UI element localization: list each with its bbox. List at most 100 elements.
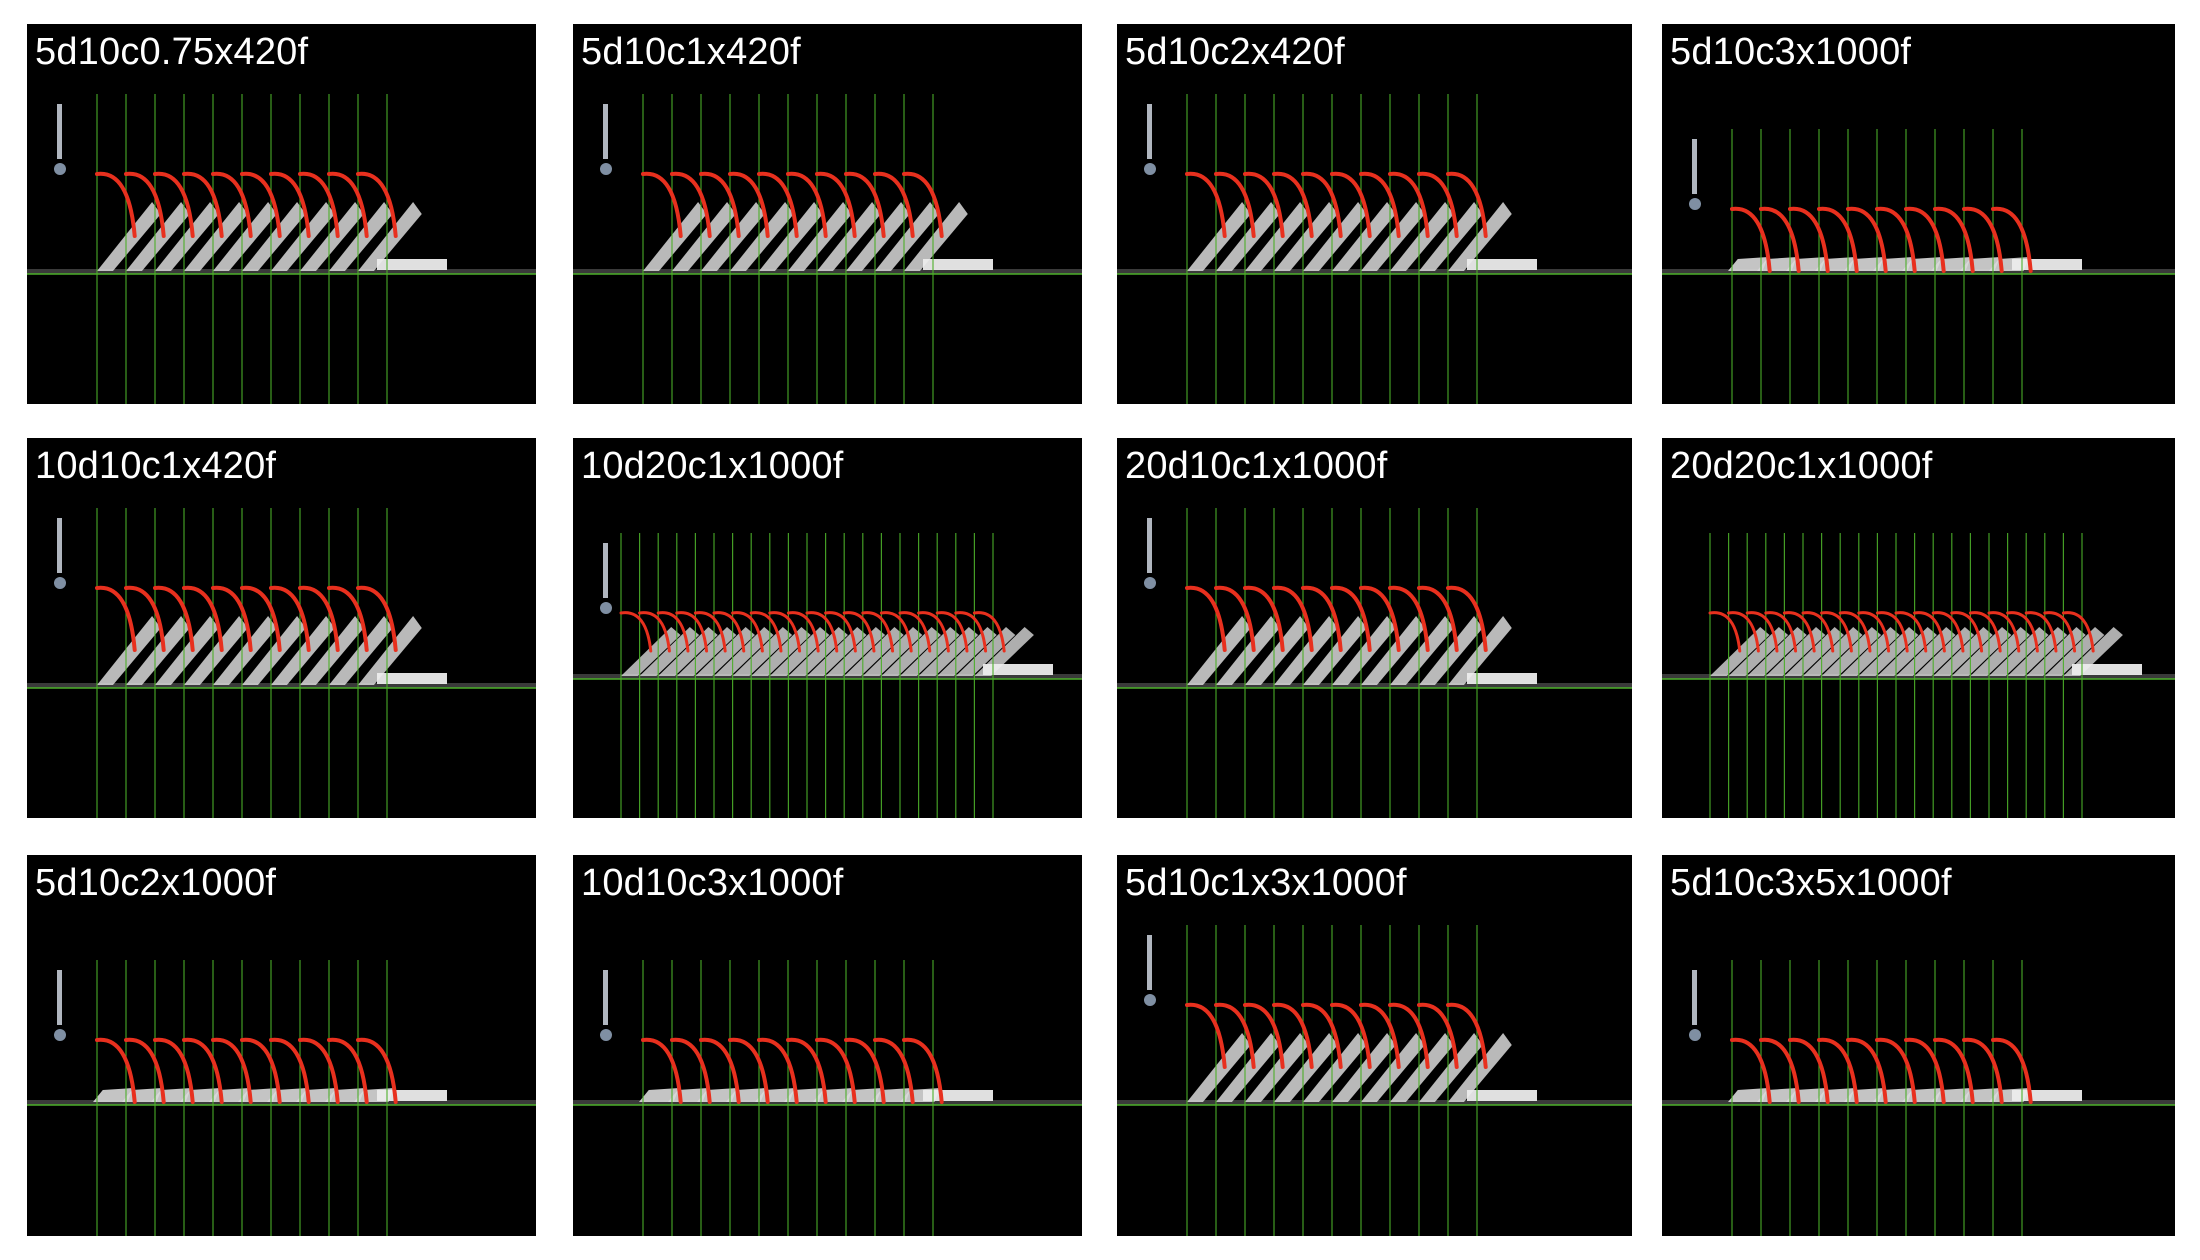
domino bbox=[1303, 1033, 1367, 1102]
frame-image bbox=[1662, 960, 2175, 1236]
trajectory-arc bbox=[1730, 1037, 1772, 1104]
trajectory-arc bbox=[670, 171, 712, 238]
domino bbox=[1419, 202, 1483, 271]
trajectory-arc bbox=[327, 171, 369, 238]
domino bbox=[184, 202, 248, 271]
trajectory-arc bbox=[1301, 585, 1343, 652]
domino bbox=[1216, 616, 1280, 685]
domino bbox=[672, 202, 736, 271]
panel-label: 10d20c1x1000f bbox=[581, 445, 844, 487]
trajectory-arc bbox=[1962, 206, 2004, 273]
panel-label: 20d20c1x1000f bbox=[1670, 445, 1933, 487]
trajectory-arc bbox=[1272, 171, 1314, 238]
domino bbox=[358, 202, 422, 271]
domino bbox=[271, 202, 335, 271]
domino bbox=[155, 616, 219, 685]
domino bbox=[329, 202, 393, 271]
frame-panel: 5d10c2x420f bbox=[1117, 24, 1632, 404]
domino bbox=[97, 616, 161, 685]
trajectory-arc bbox=[873, 1037, 915, 1104]
release-stick bbox=[1692, 970, 1697, 1025]
trajectory-arc bbox=[728, 171, 770, 238]
trajectory-arc bbox=[1894, 611, 1928, 653]
trajectory-arc bbox=[1214, 585, 1256, 652]
release-tip bbox=[1144, 994, 1156, 1006]
frame-image bbox=[1662, 533, 2175, 818]
release-stick bbox=[603, 543, 608, 598]
trajectory-arc bbox=[757, 1037, 799, 1104]
trajectory-arc bbox=[844, 171, 886, 238]
panel-label: 5d10c3x1000f bbox=[1670, 31, 1912, 73]
domino bbox=[329, 616, 393, 685]
trajectory-arc bbox=[656, 611, 690, 653]
trajectory-arc bbox=[2024, 611, 2058, 653]
fallen-domino bbox=[377, 259, 447, 270]
fallen-domino bbox=[1467, 1090, 1537, 1101]
trajectory-arc bbox=[269, 585, 311, 652]
domino bbox=[242, 616, 306, 685]
trajectory-arc bbox=[95, 585, 137, 652]
trajectory-arc bbox=[1359, 1002, 1401, 1069]
domino bbox=[271, 616, 335, 685]
trajectory-arc bbox=[844, 1037, 886, 1104]
trajectory-arc bbox=[1446, 1002, 1488, 1069]
trajectory-arc bbox=[641, 171, 683, 238]
domino bbox=[639, 1088, 680, 1102]
trajectory-arc bbox=[1359, 585, 1401, 652]
trajectory-arc bbox=[1214, 171, 1256, 238]
trajectory-arc bbox=[749, 611, 783, 653]
trajectory-arc bbox=[1301, 1002, 1343, 1069]
domino bbox=[1332, 616, 1396, 685]
fallen-domino bbox=[377, 1090, 447, 1101]
ground-plate bbox=[27, 683, 536, 688]
frame-panel: 10d10c1x420f bbox=[27, 438, 536, 818]
domino bbox=[1187, 616, 1251, 685]
trajectory-arc bbox=[1388, 171, 1430, 238]
trajectory-arc bbox=[1272, 585, 1314, 652]
trajectory-arc bbox=[638, 611, 671, 653]
trajectory-arc bbox=[153, 1037, 195, 1104]
trajectory-arc bbox=[182, 171, 224, 238]
frame-image bbox=[573, 533, 1082, 818]
trajectory-arc bbox=[1708, 611, 1742, 653]
release-tip bbox=[1689, 198, 1701, 210]
frame-panel: 5d10c3x5x1000f bbox=[1662, 855, 2175, 1236]
frame-image bbox=[27, 94, 536, 404]
trajectory-arc bbox=[935, 611, 969, 653]
release-stick bbox=[57, 970, 62, 1025]
trajectory-arc bbox=[2043, 611, 2077, 653]
trajectory-arc bbox=[124, 585, 166, 652]
domino bbox=[1245, 616, 1309, 685]
domino bbox=[1332, 1033, 1396, 1102]
trajectory-arc bbox=[815, 171, 857, 238]
domino bbox=[300, 202, 364, 271]
domino bbox=[1361, 1033, 1425, 1102]
frame-image bbox=[27, 960, 536, 1236]
trajectory-arc bbox=[731, 611, 764, 653]
fallen-domino bbox=[2012, 259, 2082, 270]
frame-image bbox=[573, 94, 1082, 404]
frame-image bbox=[1662, 129, 2175, 404]
release-stick bbox=[603, 104, 608, 159]
trajectory-arc bbox=[1330, 171, 1372, 238]
trajectory-arc bbox=[972, 611, 1006, 653]
domino bbox=[1303, 616, 1367, 685]
frame-image bbox=[1117, 925, 1632, 1236]
trajectory-arc bbox=[1759, 1037, 1801, 1104]
trajectory-arc bbox=[917, 611, 950, 653]
trajectory-arc bbox=[1962, 1037, 2004, 1104]
trajectory-arc bbox=[211, 1037, 253, 1104]
trajectory-arc bbox=[1782, 611, 1816, 653]
domino bbox=[904, 202, 968, 271]
trajectory-arc bbox=[1968, 611, 2002, 653]
fallen-domino bbox=[1467, 259, 1537, 270]
domino bbox=[93, 1088, 134, 1102]
trajectory-arc bbox=[1857, 611, 1891, 653]
trajectory-arc bbox=[1904, 206, 1946, 273]
trajectory-arc bbox=[153, 171, 195, 238]
trajectory-arc bbox=[1730, 206, 1772, 273]
panel-label: 20d10c1x1000f bbox=[1125, 445, 1388, 487]
trajectory-arc bbox=[1727, 611, 1760, 653]
domino bbox=[1728, 1088, 1769, 1102]
domino bbox=[126, 616, 190, 685]
